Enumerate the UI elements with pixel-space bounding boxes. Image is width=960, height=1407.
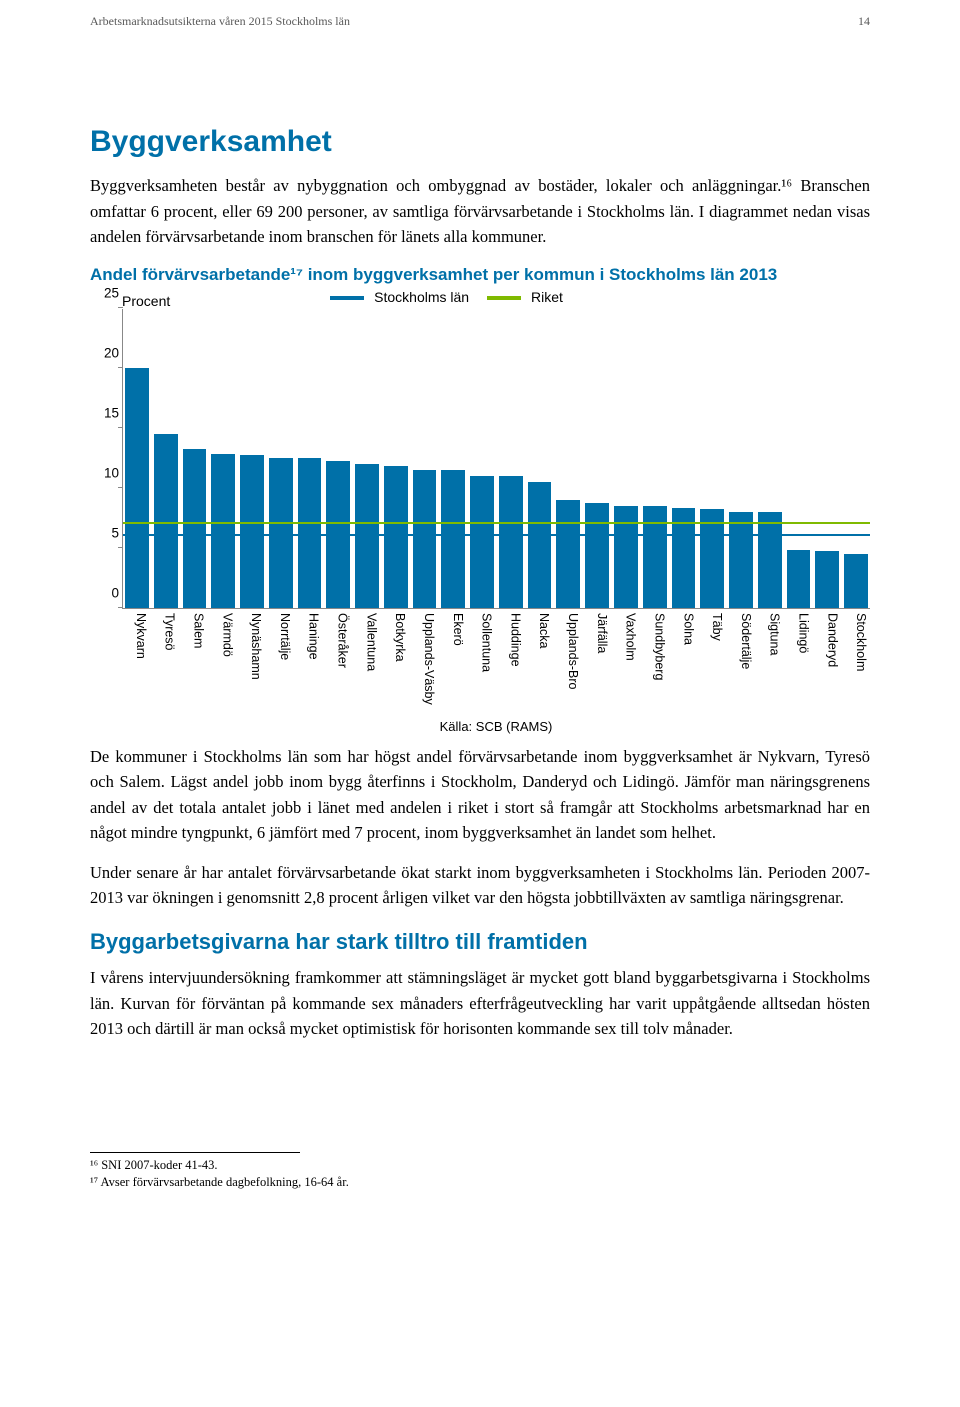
x-tick-label: Lidingö xyxy=(787,613,811,723)
reference-line xyxy=(123,534,870,536)
bar xyxy=(298,458,322,608)
x-tick-label: Sigtuna xyxy=(758,613,782,723)
subsection-body: I vårens intervjuundersökning framkommer… xyxy=(90,965,870,1042)
bar xyxy=(384,466,408,608)
bar xyxy=(499,476,523,608)
chart-plot-area: 0510152025 xyxy=(122,309,870,609)
bar xyxy=(787,550,811,608)
y-tick-label: 20 xyxy=(93,345,119,360)
x-tick-label: Haninge xyxy=(297,613,321,723)
y-tick-label: 15 xyxy=(93,405,119,420)
bar-chart: Procent Stockholms län Riket 0510152025 … xyxy=(90,289,870,734)
legend-label: Riket xyxy=(531,289,563,305)
x-tick-label: Salem xyxy=(182,613,206,723)
y-tick-mark xyxy=(118,427,123,428)
reference-line xyxy=(123,522,870,524)
legend-swatch xyxy=(487,296,521,300)
subsection-title: Byggarbetsgivarna har stark tilltro till… xyxy=(90,929,870,955)
running-title: Arbetsmarknadsutsikterna våren 2015 Stoc… xyxy=(90,14,350,29)
y-tick-label: 10 xyxy=(93,465,119,480)
x-tick-label: Järfälla xyxy=(585,613,609,723)
y-tick-label: 5 xyxy=(93,525,119,540)
bar xyxy=(556,500,580,608)
bar xyxy=(183,449,207,607)
chart-title: Andel förvärvsarbetande¹⁷ inom byggverks… xyxy=(90,264,870,287)
x-tick-label: Täby xyxy=(700,613,724,723)
legend-swatch xyxy=(330,296,364,300)
x-tick-label: Södertälje xyxy=(729,613,753,723)
bar xyxy=(413,470,437,608)
y-axis-label: Procent xyxy=(122,293,170,309)
bars-container xyxy=(123,309,870,608)
bar xyxy=(211,454,235,608)
x-tick-label: Norrtälje xyxy=(268,613,292,723)
bar xyxy=(125,368,149,608)
legend-item: Stockholms län xyxy=(330,289,469,305)
page-number: 14 xyxy=(858,14,870,29)
x-tick-label: Sundbyberg xyxy=(643,613,667,723)
y-tick-mark xyxy=(118,307,123,308)
x-tick-label: Upplands-Väsby xyxy=(412,613,436,723)
y-tick-mark xyxy=(118,547,123,548)
x-tick-label: Danderyd xyxy=(816,613,840,723)
x-tick-label: Upplands-Bro xyxy=(556,613,580,723)
x-tick-label: Vallentuna xyxy=(355,613,379,723)
paragraph: De kommuner i Stockholms län som har hög… xyxy=(90,744,870,846)
intro-paragraph: Byggverksamheten består av nybyggnation … xyxy=(90,173,870,250)
bar xyxy=(758,512,782,608)
x-tick-label: Sollentuna xyxy=(470,613,494,723)
bar xyxy=(729,512,753,608)
bar xyxy=(240,455,264,607)
legend-item: Riket xyxy=(487,289,563,305)
x-tick-label: Solna xyxy=(671,613,695,723)
bar xyxy=(528,482,552,608)
legend-label: Stockholms län xyxy=(374,289,469,305)
x-tick-label: Vaxholm xyxy=(614,613,638,723)
x-tick-label: Tyresö xyxy=(153,613,177,723)
x-tick-label: Huddinge xyxy=(499,613,523,723)
x-tick-label: Nynäshamn xyxy=(239,613,263,723)
bar xyxy=(441,470,465,608)
x-tick-label: Nacka xyxy=(527,613,551,723)
y-tick-label: 25 xyxy=(93,285,119,300)
x-tick-label: Österåker xyxy=(326,613,350,723)
x-tick-label: Ekerö xyxy=(441,613,465,723)
chart-legend: Stockholms län Riket xyxy=(330,289,563,309)
footnote: ¹⁶ SNI 2007-koder 41-43. xyxy=(90,1157,870,1175)
x-axis-labels: NykvarnTyresöSalemVärmdöNynäshamnNorrtäl… xyxy=(122,609,870,723)
y-tick-mark xyxy=(118,487,123,488)
bar xyxy=(470,476,494,608)
x-tick-label: Nykvarn xyxy=(124,613,148,723)
x-tick-label: Stockholm xyxy=(844,613,868,723)
y-tick-mark xyxy=(118,367,123,368)
bar xyxy=(585,503,609,607)
bar xyxy=(154,434,178,608)
paragraph: Under senare år har antalet förvärvsarbe… xyxy=(90,860,870,911)
section-title: Byggverksamhet xyxy=(90,125,870,159)
x-tick-label: Botkyrka xyxy=(383,613,407,723)
bar xyxy=(815,551,839,607)
running-header: Arbetsmarknadsutsikterna våren 2015 Stoc… xyxy=(90,0,870,35)
bar xyxy=(700,509,724,607)
bar xyxy=(269,458,293,608)
y-tick-label: 0 xyxy=(93,585,119,600)
x-tick-label: Värmdö xyxy=(210,613,234,723)
y-tick-mark xyxy=(118,607,123,608)
footnote: ¹⁷ Avser förvärvsarbetande dagbefolkning… xyxy=(90,1174,870,1192)
bar xyxy=(355,464,379,608)
bar xyxy=(844,554,868,608)
